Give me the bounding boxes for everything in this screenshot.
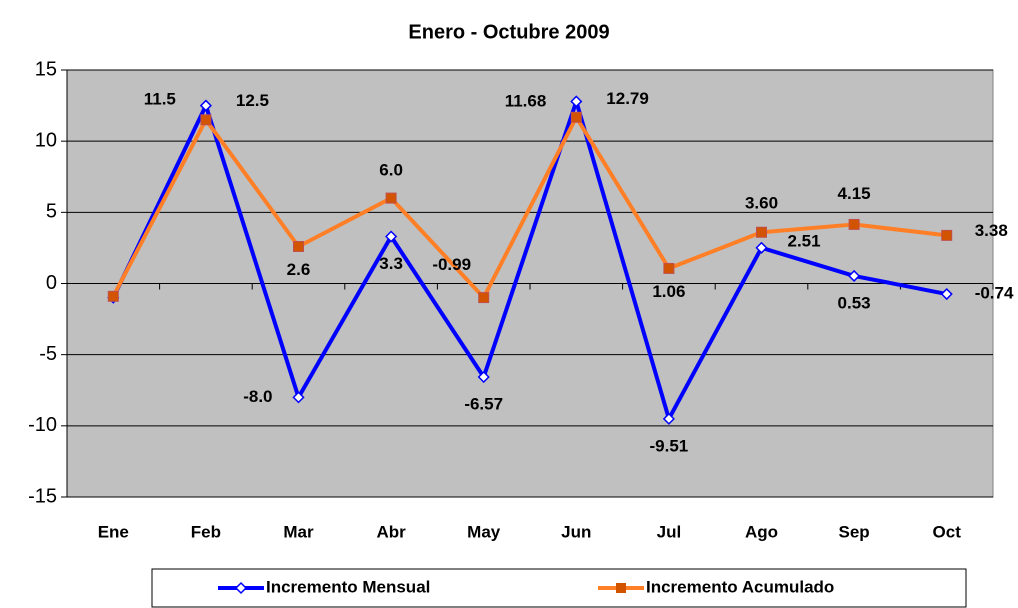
y-tick-label: 15 (35, 58, 57, 80)
data-label: -0.99 (432, 255, 471, 274)
legend-marker (616, 583, 626, 593)
marker (478, 292, 490, 304)
marker (570, 95, 583, 108)
legend-label: Incremento Mensual (266, 577, 430, 596)
data-label: 3.60 (745, 194, 778, 213)
y-tick-label: 0 (46, 272, 57, 294)
x-tick-label: Abr (376, 522, 406, 541)
legend-box (151, 568, 967, 608)
y-tick-label: -5 (39, 343, 57, 365)
data-label: 3.38 (975, 221, 1008, 240)
marker (107, 290, 119, 302)
marker (385, 192, 397, 204)
x-tick-label: Feb (191, 522, 221, 541)
marker (663, 262, 675, 274)
data-label: 11.68 (505, 92, 547, 111)
x-tick-label: Jun (561, 522, 591, 541)
data-label: 11.5 (144, 89, 176, 108)
x-tick-label: Ago (745, 522, 778, 541)
legend-marker (234, 581, 248, 595)
data-label: -9.51 (650, 436, 689, 455)
marker (756, 226, 767, 238)
series-line (111, 115, 947, 300)
y-tick-label: -15 (28, 485, 57, 507)
data-label: 0.53 (838, 293, 871, 312)
marker (477, 370, 490, 384)
marker (385, 230, 398, 243)
data-label: 1.06 (652, 282, 685, 301)
series-line (111, 99, 948, 421)
marker (570, 111, 582, 123)
x-tick-label: Mar (283, 522, 314, 541)
y-tick-label: 10 (35, 129, 57, 151)
data-label: -6.57 (464, 394, 503, 413)
y-tick-label: -10 (28, 414, 57, 436)
data-label: 6.0 (379, 161, 403, 180)
data-label: 12.5 (236, 91, 269, 110)
data-label: -0.74 (975, 284, 1014, 303)
marker (848, 269, 861, 283)
data-label: 4.15 (838, 184, 871, 203)
chart-title: Enero - Octubre 2009 (408, 21, 609, 43)
data-label: 12.79 (606, 89, 649, 108)
marker (662, 412, 675, 425)
marker (940, 287, 953, 301)
data-label: 3.3 (379, 254, 403, 273)
x-tick-label: Ene (98, 522, 129, 541)
x-tick-label: Sep (839, 522, 870, 541)
data-label: 2.51 (788, 231, 821, 250)
marker (199, 99, 212, 112)
marker (200, 114, 212, 126)
marker (755, 241, 768, 254)
marker (293, 240, 304, 252)
x-tick-label: Oct (933, 522, 962, 541)
x-tick-label: May (467, 522, 501, 541)
marker (292, 391, 305, 404)
data-label: 2.6 (287, 260, 311, 279)
legend-label: Incremento Acumulado (646, 577, 834, 596)
x-tick-label: Jul (657, 522, 682, 541)
marker (848, 218, 860, 230)
marker (941, 229, 953, 241)
data-label: -8.0 (243, 387, 272, 406)
y-tick-label: 5 (46, 201, 57, 223)
